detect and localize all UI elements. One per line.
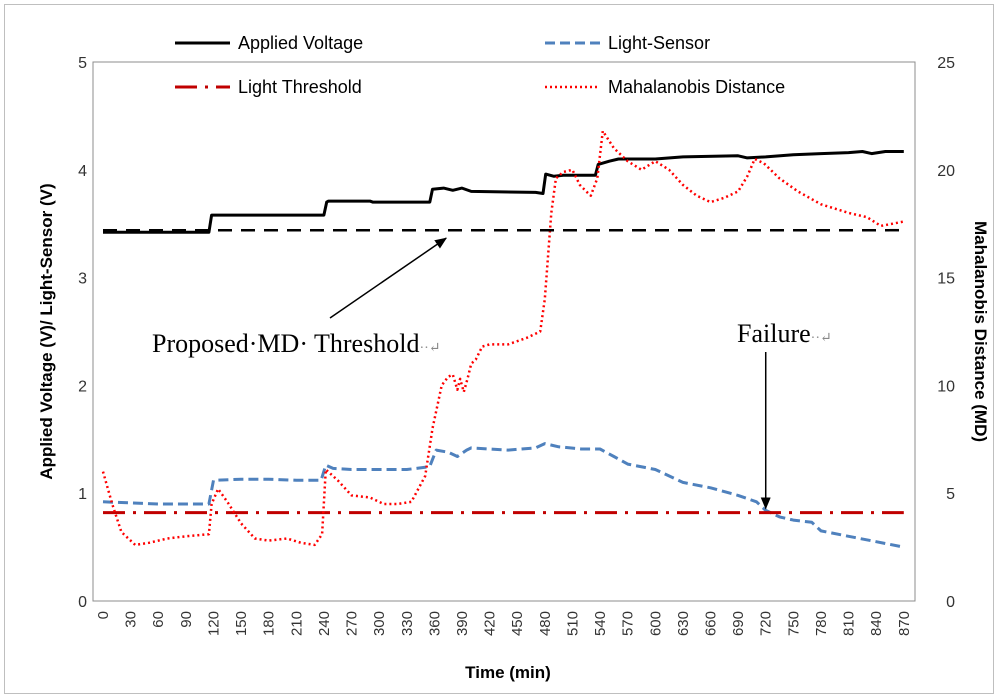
right-tick-label: 15 bbox=[937, 271, 955, 288]
right-tick-label: 0 bbox=[946, 594, 955, 611]
x-tick-label: 570 bbox=[620, 611, 637, 636]
x-tick-label: 30 bbox=[123, 611, 140, 628]
x-tick-label: 360 bbox=[426, 611, 443, 636]
legend-label: Light Threshold bbox=[238, 77, 362, 97]
x-tick-label: 270 bbox=[344, 611, 361, 636]
x-tick-label: 60 bbox=[150, 611, 167, 628]
left-tick-label: 3 bbox=[78, 271, 87, 288]
x-tick-label: 330 bbox=[399, 611, 416, 636]
left-tick-label: 2 bbox=[78, 378, 87, 395]
x-tick-label: 180 bbox=[261, 611, 278, 636]
annotation-md-threshold: Proposed·MD· Threshold··↵ bbox=[152, 329, 441, 358]
x-tick-label: 300 bbox=[371, 611, 388, 636]
legend: Applied Voltage Light-Sensor Light Thresho… bbox=[175, 33, 785, 97]
x-tick-label: 210 bbox=[288, 611, 305, 636]
x-axis-title: Time (min) bbox=[465, 663, 551, 682]
legend-label: Mahalanobis Distance bbox=[608, 77, 785, 97]
annotation-failure: Failure··↵ bbox=[737, 319, 832, 348]
x-tick-label: 480 bbox=[537, 611, 554, 636]
left-tick-label: 0 bbox=[78, 594, 87, 611]
left-tick-label: 1 bbox=[78, 486, 87, 503]
x-tick-label: 780 bbox=[813, 611, 830, 636]
series-applied-voltage bbox=[103, 150, 904, 234]
series-mahalanobis-distance bbox=[101, 129, 905, 547]
legend-label: Applied Voltage bbox=[238, 33, 363, 53]
right-axis-title: Mahalanobis Distance (MD) bbox=[971, 221, 990, 442]
x-tick-label: 90 bbox=[178, 611, 195, 628]
x-tick-label: 630 bbox=[675, 611, 692, 636]
x-tick-label: 150 bbox=[233, 611, 250, 636]
axes bbox=[92, 61, 916, 602]
right-tick-label: 5 bbox=[946, 486, 955, 503]
legend-label: Light-Sensor bbox=[608, 33, 710, 53]
x-tick-label: 240 bbox=[316, 611, 333, 636]
x-tick-label: 810 bbox=[841, 611, 858, 636]
x-tick-label: 510 bbox=[564, 611, 581, 636]
x-tick-label: 450 bbox=[509, 611, 526, 636]
x-tick-label: 750 bbox=[785, 611, 802, 636]
left-axis-title: Applied Voltage (V)/ Light-Sensor (V) bbox=[37, 183, 56, 479]
x-tick-label: 840 bbox=[868, 611, 885, 636]
x-tick-label: 600 bbox=[647, 611, 664, 636]
series-layer bbox=[101, 129, 905, 549]
x-tick-label: 660 bbox=[703, 611, 720, 636]
x-tick-label: 720 bbox=[758, 611, 775, 636]
annotations: Proposed·MD· Threshold··↵ Failure··↵ bbox=[152, 237, 832, 510]
right-tick-label: 10 bbox=[937, 378, 955, 395]
left-tick-label: 5 bbox=[78, 55, 87, 72]
x-tick-label: 390 bbox=[454, 611, 471, 636]
left-tick-label: 4 bbox=[78, 163, 87, 180]
plot-area bbox=[92, 61, 916, 602]
x-tick-label: 870 bbox=[896, 611, 913, 636]
x-tick-label: 420 bbox=[482, 611, 499, 636]
x-tick-label: 540 bbox=[592, 611, 609, 636]
right-tick-label: 25 bbox=[937, 55, 955, 72]
annotation-arrow-md-threshold bbox=[329, 237, 447, 319]
right-tick-label: 20 bbox=[937, 163, 955, 180]
x-tick-label: 120 bbox=[205, 611, 222, 636]
x-tick-label: 690 bbox=[730, 611, 747, 636]
x-tick-label: 0 bbox=[95, 611, 112, 619]
chart-frame bbox=[4, 4, 994, 694]
